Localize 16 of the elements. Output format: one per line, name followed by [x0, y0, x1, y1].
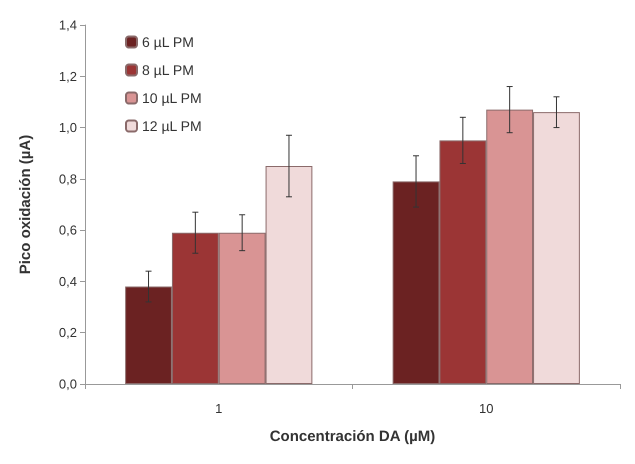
- legend-label: 8 µL PM: [142, 62, 194, 78]
- y-tick-label: 0,6: [58, 222, 77, 238]
- legend-label: 12 µL PM: [142, 118, 202, 134]
- legend-label: 6 µL PM: [142, 34, 194, 50]
- x-tick-label: 10: [479, 401, 494, 416]
- y-tick-label: 0,4: [58, 274, 77, 289]
- y-tick-label: 1,0: [58, 120, 77, 136]
- y-axis-title: Pico oxidación (µA): [17, 134, 34, 274]
- y-tick-label: 1,2: [58, 68, 77, 84]
- y-tick-label: 0,8: [58, 171, 77, 186]
- x-axis-title: Concentración DA (µM): [270, 428, 436, 445]
- legend-label: 10 µL PM: [142, 90, 202, 106]
- x-tick-label: 1: [215, 401, 222, 416]
- y-tick-label: 1,4: [58, 18, 77, 32]
- y-tick-label: 0,2: [58, 325, 77, 340]
- y-tick-label: 0,0: [58, 376, 77, 392]
